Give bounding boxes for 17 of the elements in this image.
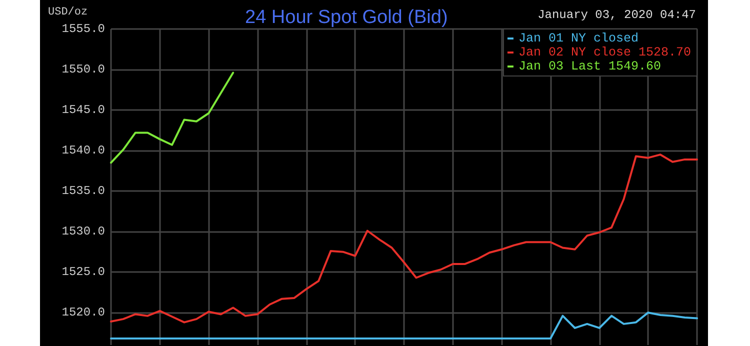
y-tick-label: 1540.0 — [62, 144, 105, 158]
y-tick-label: 1525.0 — [62, 265, 105, 280]
legend-label: Jan 01 NY closed — [518, 32, 639, 46]
legend-label: Jan 02 NY close 1528.70 — [518, 46, 692, 60]
y-tick-label: 1530.0 — [62, 224, 105, 239]
line-series — [110, 72, 234, 164]
y-tick-label: 1535.0 — [62, 184, 105, 198]
line-series — [110, 154, 698, 324]
chart-title: 24 Hour Spot Gold (Bid) — [245, 7, 448, 28]
legend-label: Jan 03 Last 1549.60 — [518, 60, 662, 74]
y-axis-title: USD/oz — [48, 6, 88, 18]
y-tick-label: 1555.0 — [62, 22, 105, 36]
line-series — [110, 312, 698, 340]
y-tick-label: 1520.0 — [62, 306, 105, 320]
y-tick-label: 1545.0 — [62, 103, 105, 118]
text: January 03, 2020 04:47 — [538, 8, 696, 22]
y-tick-label: 1550.0 — [62, 62, 105, 77]
